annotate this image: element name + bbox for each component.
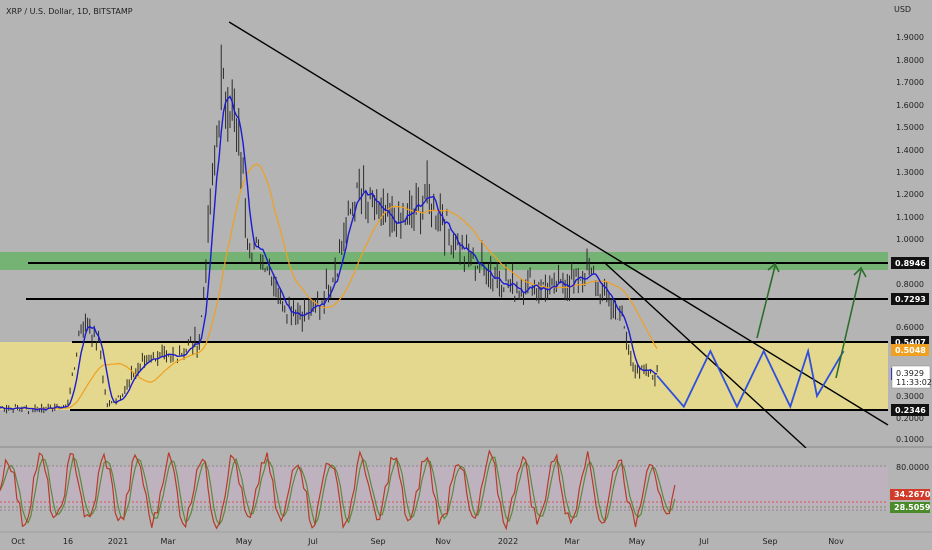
price-tag-bg-0 — [891, 344, 929, 357]
level-tag-bg-0 — [891, 257, 929, 269]
x-tick-3: Mar — [160, 537, 176, 546]
level-tag-2: 0.5407 — [895, 338, 926, 347]
current-price-box: 0.3929 11:33:02 — [891, 365, 932, 389]
stoch-band — [0, 466, 888, 510]
stoch-d-line — [0, 456, 676, 526]
projection-zigzag[interactable] — [656, 347, 845, 410]
x-axis-ticks: Oct 16 2021 Mar May Jul Sep Nov 2022 Mar May Jul Sep… — [11, 537, 844, 546]
orange-moving-average — [0, 163, 658, 410]
x-tick-7: Nov — [435, 537, 451, 546]
countdown: 11:33:02 — [896, 378, 932, 387]
level-tag-bg-1 — [891, 293, 929, 305]
y-tick-6: 1.3000 — [896, 168, 924, 177]
x-tick-4: May — [236, 537, 253, 546]
x-tick-13: Nov — [828, 537, 844, 546]
x-tick-9: Mar — [564, 537, 580, 546]
level-tag-0: 0.8946 — [895, 259, 926, 268]
price-tag-0: 0.5048 — [895, 346, 926, 355]
stoch-tag-green-text: 28.5059 — [894, 503, 931, 512]
x-tick-6: Sep — [370, 537, 385, 546]
x-tick-5: Jul — [307, 537, 318, 546]
y-tick-11: 0.8000 — [896, 280, 924, 289]
green-arrow-1[interactable] — [756, 262, 780, 339]
stoch-tick-80: 80.0000 — [896, 463, 929, 472]
current-price: 0.3929 — [896, 369, 924, 378]
x-tick-11: Jul — [698, 537, 709, 546]
x-tick-10: May — [629, 537, 646, 546]
currency-label: USD — [894, 5, 911, 14]
y-tick-1: 1.8000 — [896, 56, 924, 65]
level-tag-1: 0.7293 — [895, 295, 926, 304]
stoch-tag-red-text: 34.2670 — [894, 490, 931, 499]
price-axis[interactable] — [888, 0, 932, 550]
chart-title: XRP / U.S. Dollar, 1D, BITSTAMP — [6, 7, 133, 16]
stoch-tag-red: 34.2670 — [890, 489, 931, 500]
stoch-k-line — [0, 449, 676, 531]
y-tick-2: 1.7000 — [896, 78, 924, 87]
y-tick-7: 1.2000 — [896, 190, 924, 199]
descending-trendline-main[interactable] — [228, 21, 889, 426]
y-tick-9: 1.0000 — [896, 235, 924, 244]
y-tick-4: 1.5000 — [896, 123, 924, 132]
x-tick-2: 2021 — [108, 537, 128, 546]
y-tick-0: 1.9000 — [896, 33, 924, 42]
green-resistance-zone — [0, 252, 888, 270]
y-tick-15: 0.1000 — [896, 435, 924, 444]
x-tick-0: Oct — [11, 537, 25, 546]
y-tick-3: 1.6000 — [896, 101, 924, 110]
y-tick-14: 0.2000 — [896, 414, 924, 423]
y-tick-5: 1.4000 — [896, 146, 924, 155]
blue-moving-average — [0, 95, 658, 411]
y-tick-12: 0.6000 — [896, 323, 924, 332]
x-tick-12: Sep — [762, 537, 777, 546]
level-tag-3: 0.2346 — [895, 406, 926, 415]
x-tick-1: 16 — [63, 537, 73, 546]
y-tick-13: 0.3000 — [896, 392, 924, 401]
descending-trendline-steep[interactable] — [603, 261, 807, 449]
stoch-tag-green: 28.5059 — [890, 502, 931, 513]
y-tick-8: 1.1000 — [896, 213, 924, 222]
level-tag-bg-3 — [891, 404, 929, 416]
x-tick-8: 2022 — [498, 537, 518, 546]
green-arrow-2[interactable] — [835, 266, 867, 379]
